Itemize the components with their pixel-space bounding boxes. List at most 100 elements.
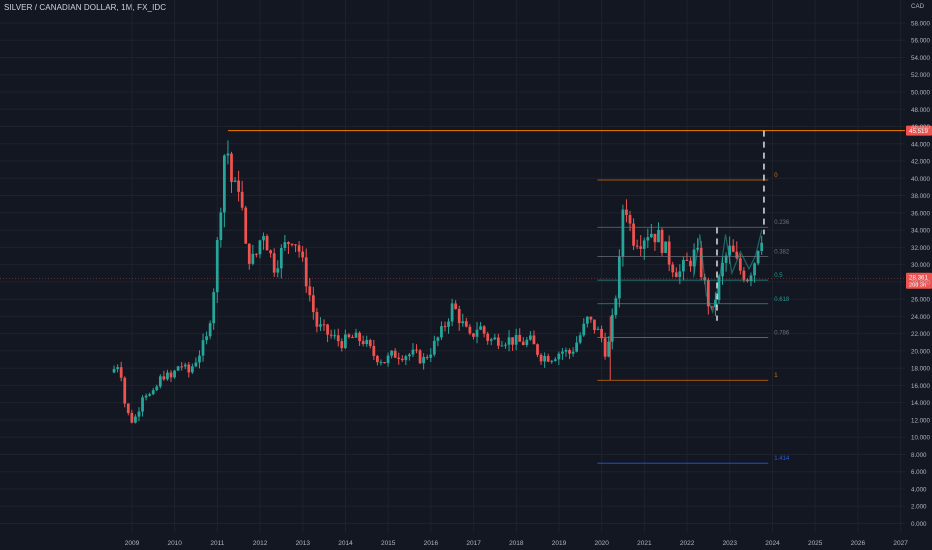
fib-level-label: 1.414 <box>774 456 790 462</box>
candle-body <box>311 295 315 313</box>
candle-body <box>525 339 529 346</box>
candle-body <box>130 412 134 423</box>
candle-body <box>671 264 675 273</box>
candle-body <box>315 312 319 327</box>
candle-body <box>724 255 728 263</box>
candle-body <box>166 372 169 380</box>
candle-body <box>760 242 764 252</box>
candle-body <box>511 337 514 345</box>
y-tick-label: 50.000 <box>911 90 930 97</box>
candle-body <box>418 350 422 364</box>
x-tick-label: 2009 <box>125 540 140 547</box>
candle-body <box>632 223 635 246</box>
fib-level-label: 0.382 <box>774 249 790 255</box>
candle-body <box>614 298 618 316</box>
candle-body <box>717 276 721 300</box>
fib-level-label: 0 <box>774 173 778 179</box>
candle-body <box>529 335 532 340</box>
candle-body <box>689 260 692 267</box>
candle-body <box>440 326 443 338</box>
fibonacci-retracement[interactable]: 0 0.236 0.382 0.5 0.618 0.786 1 1.414 <box>597 173 790 464</box>
chart-title: SILVER / CANADIAN DOLLAR, 1M, FX_IDC <box>4 3 167 12</box>
candle-body <box>144 395 148 398</box>
y-tick-label: 6.000 <box>911 469 927 476</box>
candle-body <box>539 354 543 362</box>
candle-body <box>735 251 739 259</box>
fib-level-label: 0.786 <box>774 330 790 336</box>
candle-body <box>589 316 593 320</box>
candle-body <box>169 372 173 378</box>
candle-body <box>561 351 564 354</box>
candle-body <box>493 337 497 340</box>
candle-body <box>479 326 482 330</box>
y-tick-label: 46.000 <box>911 124 930 131</box>
candle-body <box>596 328 600 330</box>
candle-body <box>222 155 226 213</box>
y-tick-label: 28.000 <box>911 279 930 286</box>
candle-body <box>603 338 607 357</box>
candle-body <box>536 344 539 355</box>
candle-body <box>617 256 621 299</box>
resistance-label: 45.519 <box>909 128 928 135</box>
candle-body <box>674 272 678 278</box>
y-tick-label: 44.000 <box>911 141 930 148</box>
x-tick-label: 2018 <box>509 540 524 547</box>
candle-body <box>173 370 176 378</box>
fib-level-label: 0.236 <box>774 220 790 226</box>
candle-body <box>233 180 237 182</box>
x-tick-label: 2015 <box>381 540 396 547</box>
x-tick-label: 2010 <box>167 540 182 547</box>
candle-body <box>265 236 269 251</box>
candle-body <box>297 245 301 252</box>
fib-level-label: 0.5 <box>774 273 783 279</box>
candle-body <box>333 335 337 337</box>
candle-body <box>496 337 500 346</box>
candle-body <box>190 366 194 373</box>
candle-body <box>621 209 625 257</box>
candle-body <box>230 153 233 182</box>
candle-body <box>610 315 614 342</box>
candle-body <box>194 362 198 367</box>
price-axis[interactable]: 0.000 2.000 4.000 6.000 8.000 10.000 12.000 14.… <box>911 3 930 528</box>
candle-body <box>429 354 433 358</box>
candle-body <box>532 335 536 345</box>
candle-body <box>372 346 376 357</box>
candle-body <box>607 341 611 357</box>
candle-body <box>329 334 333 336</box>
candle-body <box>731 245 735 252</box>
y-tick-label: 38.000 <box>911 193 930 200</box>
candle-body <box>279 247 283 269</box>
fib-level-label: 0.618 <box>774 297 790 303</box>
candle-body <box>568 350 571 354</box>
candle-body <box>148 394 152 396</box>
candle-body <box>365 340 369 345</box>
candle-body <box>304 257 308 287</box>
candle-body <box>404 356 408 361</box>
candle-body <box>361 341 365 345</box>
candle-body <box>215 239 219 293</box>
candle-body <box>137 411 141 417</box>
candle-body <box>180 366 184 368</box>
y-tick-label: 22.000 <box>911 331 930 338</box>
y-tick-label: 20.000 <box>911 348 930 355</box>
candle-body <box>411 349 415 355</box>
candle-body <box>290 243 294 245</box>
candle-body <box>258 240 262 255</box>
candle-body <box>578 335 582 343</box>
time-axis[interactable]: 2009 2010 2011 2012 2013 2014 2015 2016 2017 2018… <box>125 540 908 547</box>
candle-body <box>682 259 685 272</box>
candle-body <box>749 275 753 282</box>
candle-body <box>504 344 507 346</box>
candle-body <box>287 242 290 244</box>
candle-body <box>692 249 696 267</box>
candle-body <box>116 367 120 370</box>
candle-body <box>176 366 180 371</box>
candle-body <box>664 241 667 253</box>
y-tick-label: 10.000 <box>911 435 930 442</box>
candle-body <box>457 308 461 324</box>
y-tick-label: 56.000 <box>911 38 930 45</box>
candle-body <box>283 242 287 248</box>
candle-body <box>201 340 205 356</box>
